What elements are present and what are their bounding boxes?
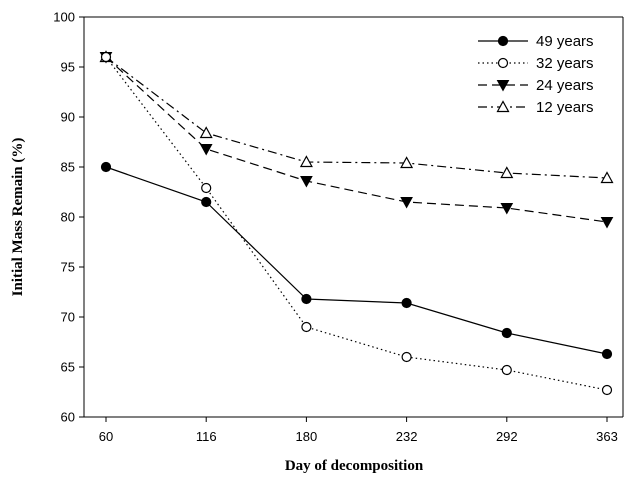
data-point xyxy=(199,144,213,156)
data-point xyxy=(601,348,613,360)
series-32-years xyxy=(100,51,613,396)
x-tick-label: 292 xyxy=(496,429,518,444)
series-line xyxy=(105,56,608,179)
y-tick-label: 95 xyxy=(61,60,75,75)
data-point xyxy=(299,155,313,168)
series-line xyxy=(105,56,608,391)
x-axis-title: Day of decomposition xyxy=(285,458,424,474)
data-point xyxy=(501,364,512,376)
data-point xyxy=(500,166,514,179)
data-point xyxy=(401,297,412,309)
data-point xyxy=(500,203,514,215)
legend: 49 years 32 years 24 years 12 years xyxy=(478,33,594,116)
y-tick-label: 60 xyxy=(61,410,75,425)
legend-label: 24 years xyxy=(536,77,594,94)
legend-item: 32 years xyxy=(478,55,594,72)
x-tick-label: 116 xyxy=(196,429,217,444)
legend-marker xyxy=(497,35,509,47)
series-line xyxy=(105,166,608,355)
data-point xyxy=(301,321,312,333)
data-point xyxy=(199,126,213,139)
series-49-years xyxy=(100,161,613,360)
legend-label: 32 years xyxy=(536,55,594,72)
tick-marks xyxy=(79,16,608,422)
data-point xyxy=(300,176,313,188)
x-tick-label: 60 xyxy=(99,429,113,444)
y-tick-label: 85 xyxy=(61,160,75,175)
data-point xyxy=(401,351,412,363)
legend-marker xyxy=(496,80,510,92)
data-point xyxy=(400,156,414,169)
legend-item: 12 years xyxy=(478,99,594,116)
data-point xyxy=(100,51,112,63)
data-point xyxy=(301,293,312,305)
x-tick-label: 180 xyxy=(296,429,318,444)
data-point xyxy=(201,182,212,194)
y-tick-label: 75 xyxy=(61,260,75,275)
y-tick-label: 100 xyxy=(53,10,75,25)
legend-item: 49 years xyxy=(478,33,594,50)
legend-marker xyxy=(497,57,509,69)
data-point xyxy=(201,196,212,208)
data-point xyxy=(501,327,512,339)
x-tick-label: 232 xyxy=(396,429,418,444)
legend-item: 24 years xyxy=(478,77,594,94)
legend-label: 12 years xyxy=(536,99,594,116)
series-line xyxy=(105,56,608,223)
legend-marker xyxy=(496,100,510,113)
y-axis-title: Initial Mass Remain (%) xyxy=(10,138,26,297)
legend-label: 49 years xyxy=(536,33,594,50)
y-tick-label: 90 xyxy=(61,110,75,125)
data-point xyxy=(600,171,614,184)
x-tick-label: 363 xyxy=(596,429,618,444)
y-tick-label: 70 xyxy=(61,310,75,325)
data-point xyxy=(400,197,413,209)
y-tick-label: 80 xyxy=(61,210,75,225)
data-point xyxy=(601,384,613,396)
series-layer xyxy=(99,50,614,396)
data-point xyxy=(100,161,112,173)
tick-labels: 60 65 70 75 80 85 90 95 100 60 116 180 232 292 363 xyxy=(53,10,618,445)
data-point xyxy=(600,217,614,229)
y-tick-label: 65 xyxy=(61,360,75,375)
